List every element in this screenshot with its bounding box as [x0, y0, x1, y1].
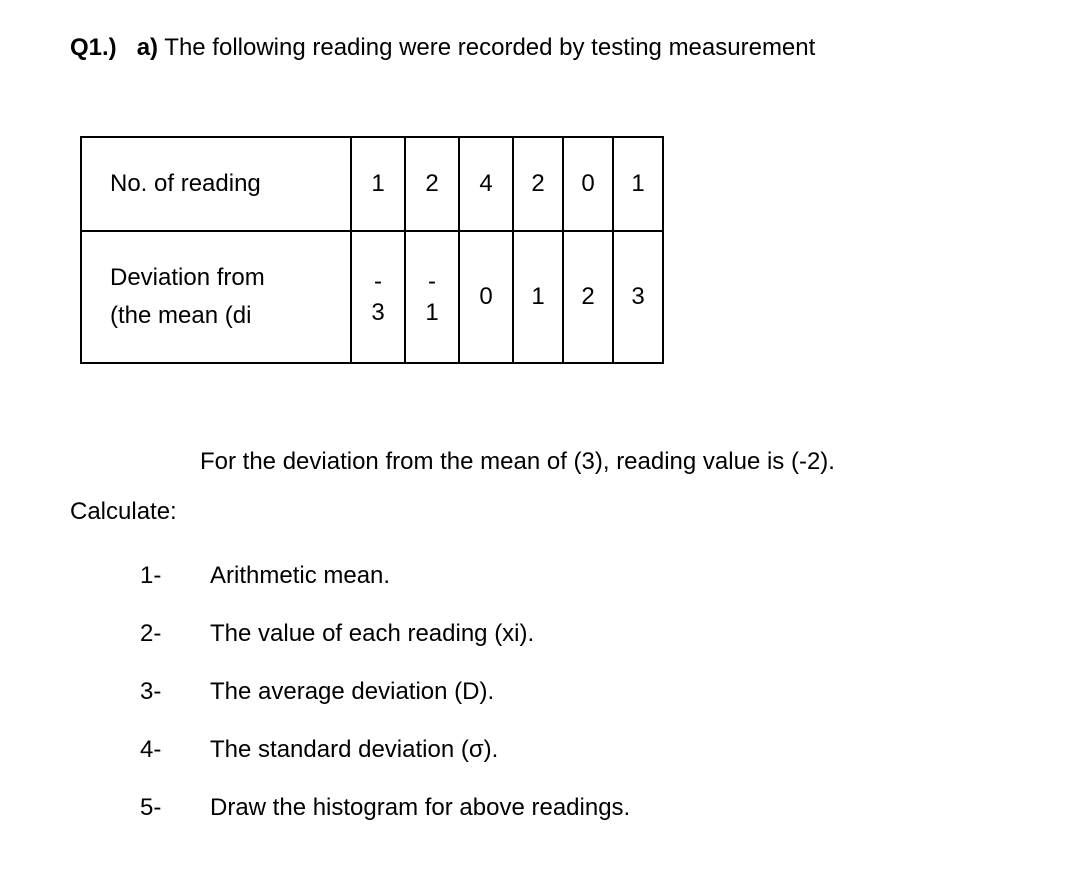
item-number: 1-: [140, 558, 210, 594]
table-cell: 3: [613, 231, 663, 363]
list-item: 4- The standard deviation (σ).: [140, 732, 1010, 768]
note-text: For the deviation from the mean of (3), …: [200, 444, 1010, 480]
readings-table: No. of reading 1 2 4 2 0 1 Deviation fro…: [80, 136, 664, 364]
question-text: The following reading were recorded by t…: [164, 34, 815, 61]
row-header-no-of-reading: No. of reading: [81, 137, 351, 231]
cell-value-line1: 0: [479, 281, 492, 312]
cell-value-line2: 3: [371, 297, 384, 328]
list-item: 2- The value of each reading (xi).: [140, 616, 1010, 652]
row-header-deviation-line1: Deviation from: [110, 259, 265, 297]
table-cell: 1: [613, 137, 663, 231]
item-number: 3-: [140, 674, 210, 710]
item-number: 4-: [140, 732, 210, 768]
cell-value-line1: -: [428, 266, 436, 297]
cell-value-line1: 2: [581, 281, 594, 312]
item-text: Draw the histogram for above readings.: [210, 790, 630, 826]
item-text: The average deviation (D).: [210, 674, 494, 710]
table-cell: 1: [513, 231, 563, 363]
cell-value-line1: 1: [531, 281, 544, 312]
page-root: Q1.) a) The following reading were recor…: [0, 0, 1080, 894]
calculate-label: Calculate:: [70, 494, 1010, 530]
item-text: The standard deviation (σ).: [210, 732, 498, 768]
table-row: Deviation from (the mean (di - 3 - 1 0: [81, 231, 663, 363]
item-text: Arithmetic mean.: [210, 558, 390, 594]
row-header-deviation-line2: (the mean (di: [110, 297, 251, 335]
table-cell: 0: [563, 137, 613, 231]
list-item: 5- Draw the histogram for above readings…: [140, 790, 1010, 826]
item-number: 2-: [140, 616, 210, 652]
table-cell: 2: [513, 137, 563, 231]
row-header-deviation: Deviation from (the mean (di: [81, 231, 351, 363]
question-part-label: a): [137, 34, 158, 61]
item-number: 5-: [140, 790, 210, 826]
table-cell: 1: [351, 137, 405, 231]
list-item: 1- Arithmetic mean.: [140, 558, 1010, 594]
table-cell: 0: [459, 231, 513, 363]
table-cell: 4: [459, 137, 513, 231]
table-cell: 2: [563, 231, 613, 363]
table-cell: - 1: [405, 231, 459, 363]
cell-value-line1: 3: [631, 281, 644, 312]
cell-value-line2: 1: [425, 297, 438, 328]
table-row: No. of reading 1 2 4 2 0 1: [81, 137, 663, 231]
question-number-label: Q1.): [70, 34, 117, 61]
question-heading: Q1.) a) The following reading were recor…: [70, 30, 1010, 66]
cell-value-line1: -: [374, 266, 382, 297]
list-item: 3- The average deviation (D).: [140, 674, 1010, 710]
item-text: The value of each reading (xi).: [210, 616, 534, 652]
table-cell: - 3: [351, 231, 405, 363]
table-cell: 2: [405, 137, 459, 231]
calculate-items: 1- Arithmetic mean. 2- The value of each…: [140, 558, 1010, 826]
